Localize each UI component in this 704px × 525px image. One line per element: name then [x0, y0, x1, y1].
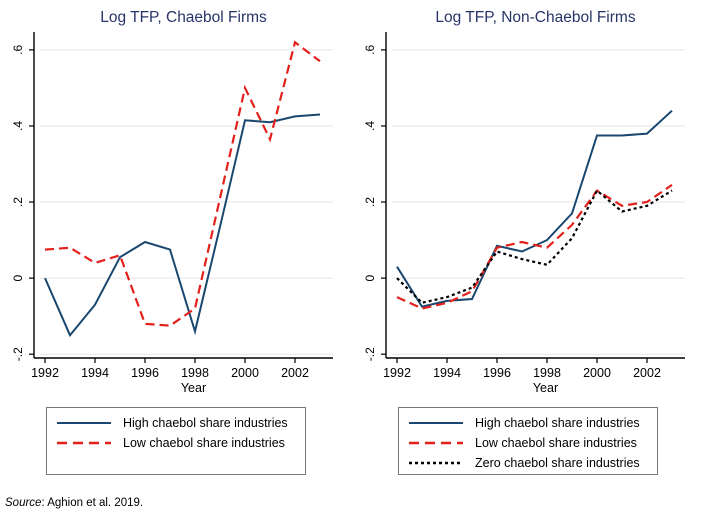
- x-tick-label: 1998: [533, 366, 561, 380]
- legend-label: Zero chaebol share industries: [475, 456, 640, 470]
- y-tick-label: .4: [363, 121, 377, 131]
- x-tick-label: 2000: [231, 366, 259, 380]
- legend-line-sample: [409, 461, 463, 465]
- y-tick-label: .2: [363, 197, 377, 207]
- series-line-0: [396, 109, 673, 308]
- chart-chaebol-firms: Log TFP, Chaebol Firms -.2 0 .2 .4 .6 1992 1994…: [11, 9, 333, 395]
- y-tick-label: -.2: [363, 347, 377, 361]
- y-tick-label: 0: [363, 274, 377, 281]
- chart-non-chaebol-firms: Log TFP, Non-Chaebol Firms -.2 0 .2 .4 .6 1992…: [363, 9, 685, 395]
- y-tick-label: 0: [11, 274, 25, 281]
- series-line-1: [44, 40, 321, 327]
- x-tick-label: 2000: [583, 366, 611, 380]
- x-tick-label: 2002: [633, 366, 661, 380]
- x-tick-label: 1992: [31, 366, 59, 380]
- x-tick-label: 1998: [181, 366, 209, 380]
- y-tick-label: .6: [363, 45, 377, 55]
- x-tick-label: 1996: [483, 366, 511, 380]
- x-tick-label: 1992: [383, 366, 411, 380]
- legend-line-sample: [409, 422, 463, 424]
- legend-label: Low chaebol share industries: [475, 436, 637, 450]
- legend-chaebol: High chaebol share industries Low chaebol…: [46, 407, 306, 475]
- x-tick-label: 1994: [433, 366, 461, 380]
- legend-entry: High chaebol share industries: [57, 413, 305, 433]
- y-tick-label: .2: [11, 197, 25, 207]
- y-tick-label: .4: [11, 121, 25, 131]
- legend-entry: High chaebol share industries: [409, 413, 657, 433]
- legend-label: High chaebol share industries: [123, 416, 288, 430]
- x-tick-label: 1996: [131, 366, 159, 380]
- x-axis-title: Year: [533, 381, 558, 395]
- charts-row: Log TFP, Chaebol Firms -.2 0 .2 .4 .6 1992 1994…: [0, 0, 704, 475]
- legend-entry: Low chaebol share industries: [409, 433, 657, 453]
- legend-entry: Zero chaebol share industries: [409, 453, 657, 473]
- series-line-1: [396, 183, 673, 310]
- series-line-0: [44, 113, 321, 338]
- legend-line-sample: [409, 441, 463, 445]
- legend-non-chaebol: High chaebol share industries Low chaebol…: [398, 407, 658, 475]
- x-axis-title: Year: [181, 381, 206, 395]
- source-label: Source: [5, 497, 42, 509]
- legend-line-sample: [57, 422, 111, 424]
- legend-label: Low chaebol share industries: [123, 436, 285, 450]
- chart-panel-non-chaebol: Log TFP, Non-Chaebol Firms -.2 0 .2 .4 .6 1992…: [352, 0, 704, 475]
- legend-label: High chaebol share industries: [475, 416, 640, 430]
- source-text: : Aghion et al. 2019.: [41, 497, 144, 509]
- x-tick-label: 1994: [81, 366, 109, 380]
- chart-panel-chaebol: Log TFP, Chaebol Firms -.2 0 .2 .4 .6 1992 1994…: [0, 0, 352, 475]
- legend-line-sample: [57, 441, 111, 445]
- series-line-2: [396, 188, 673, 305]
- x-tick-label: 2002: [281, 366, 309, 380]
- chart-title: Log TFP, Non-Chaebol Firms: [435, 9, 635, 26]
- chart-title: Log TFP, Chaebol Firms: [100, 9, 267, 26]
- y-tick-label: -.2: [11, 347, 25, 361]
- legend-entry: Low chaebol share industries: [57, 433, 305, 453]
- y-tick-label: .6: [11, 45, 25, 55]
- source-note: Source: Aghion et al. 2019.: [5, 497, 143, 509]
